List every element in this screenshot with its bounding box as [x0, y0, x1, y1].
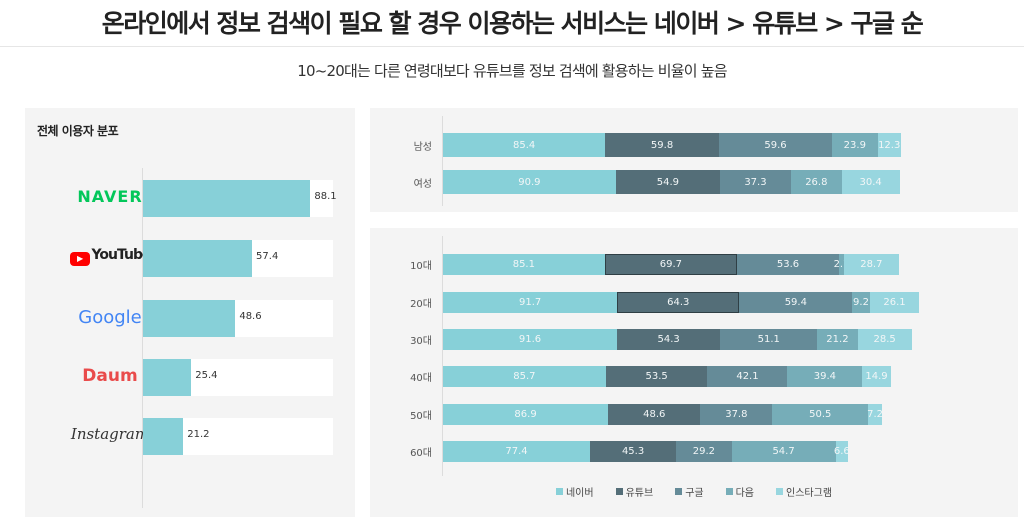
bar-segment-인스타그램: 12.3 [877, 133, 901, 157]
bar-naver [143, 180, 311, 217]
bar-segment-유튜브: 64.3 [617, 291, 740, 313]
legend-item-네이버: 네이버 [555, 484, 594, 499]
overall-panel: 전체 이용자 분포 NAVER 88.1 ▶ YouTube 57.4 Google 48.… [25, 108, 355, 517]
bar-segment-다음: 50.5 [772, 403, 869, 425]
age-panel: 10대 85.1 69.7 53.6 2.7 28.7 20대 91.7 64.3 59.4 9.2… [370, 228, 1018, 517]
bar-segment-인스타그램: 26.1 [869, 291, 920, 313]
legend-swatch [675, 488, 683, 495]
row-label: 50대 [410, 411, 432, 422]
gender-axis [442, 116, 443, 206]
bar-segment-네이버: 91.6 [443, 328, 618, 350]
legend-label: 구글 [685, 488, 704, 499]
value-label: 48.6 [239, 311, 262, 322]
bar-segment-다음: 39.4 [787, 365, 863, 387]
legend-item-유튜브: 유튜브 [615, 484, 654, 499]
legend-label: 인스타그램 [786, 488, 833, 499]
legend-swatch [615, 488, 623, 495]
bar-instagram [143, 418, 184, 455]
legend-item-인스타그램: 인스타그램 [776, 484, 832, 499]
bar-segment-구글: 37.3 [720, 170, 791, 194]
bar-segment-유튜브: 59.8 [605, 133, 719, 157]
bar-segment-네이버: 91.7 [443, 291, 618, 313]
value-label: 88.1 [314, 191, 337, 202]
bar-segment-인스타그램: 28.7 [844, 253, 899, 275]
logo-text: YouTube [91, 247, 152, 263]
bar-segment-다음: 54.7 [731, 440, 836, 462]
bar-youtube [143, 240, 253, 277]
legend-swatch [555, 488, 563, 495]
bar-segment-구글: 37.8 [700, 403, 773, 425]
bar-segment-네이버: 90.9 [443, 170, 616, 194]
overall-chart-title: 전체 이용자 분포 [37, 124, 119, 138]
age-axis [442, 236, 443, 476]
legend-label: 네이버 [565, 488, 594, 499]
legend-swatch [725, 488, 733, 495]
youtube-play-icon: ▶ [69, 252, 90, 266]
bar-google [143, 300, 236, 337]
bar-segment-네이버: 85.1 [443, 253, 605, 275]
bar-segment-구글: 59.6 [718, 133, 833, 157]
bar-segment-유튜브: 48.6 [608, 403, 701, 425]
legend-item-구글: 구글 [675, 484, 704, 499]
title-divider [0, 46, 1024, 47]
bar-segment-유튜브: 45.3 [590, 440, 677, 462]
legend-label: 유튜브 [625, 488, 654, 499]
page-title: 온라인에서 정보 검색이 필요 할 경우 이용하는 서비스는 네이버 > 유튜브… [101, 9, 924, 38]
bar-segment-구글: 29.2 [676, 440, 732, 462]
bar-segment-인스타그램: 6.6 [834, 440, 850, 462]
bar-segment-구글: 42.1 [707, 365, 788, 387]
bar-segment-구글: 59.4 [739, 291, 853, 313]
row-label: 60대 [410, 448, 432, 459]
row-label: 여성 [413, 179, 432, 190]
bar-segment-유튜브: 69.7 [604, 253, 738, 275]
legend-label: 다음 [735, 488, 755, 499]
legend: 네이버 유튜브 구글 다음 인스타그램 [370, 484, 1018, 499]
row-label: 20대 [410, 299, 432, 310]
value-label: 21.2 [187, 429, 210, 440]
bar-segment-유튜브: 54.3 [617, 328, 721, 350]
bar-segment-구글: 51.1 [720, 328, 818, 350]
bar-segment-다음: 26.8 [790, 170, 842, 194]
bar-segment-인스타그램: 30.4 [841, 170, 900, 194]
bar-segment-인스타그램: 28.5 [857, 328, 912, 350]
bar-segment-인스타그램: 14.9 [862, 365, 891, 387]
logo-naver: NAVER [77, 187, 143, 206]
bar-daum [143, 359, 192, 396]
bar-segment-네이버: 85.7 [443, 365, 606, 387]
bar-segment-다음: 9.2 [852, 291, 870, 313]
row-label: 30대 [410, 336, 432, 347]
bar-segment-다음: 23.9 [832, 133, 878, 157]
value-label: 25.4 [195, 370, 218, 381]
bar-segment-네이버: 77.4 [443, 440, 591, 462]
bar-segment-유튜브: 53.5 [605, 365, 708, 387]
bar-segment-다음: 2.7 [834, 253, 849, 275]
bar-segment-구글: 53.6 [737, 253, 839, 275]
row-label: 남성 [413, 142, 432, 153]
row-label: 10대 [410, 261, 432, 272]
logo-google: Google [78, 307, 142, 328]
bar-segment-다음: 21.2 [817, 328, 858, 350]
bar-segment-인스타그램: 7.2 [867, 403, 883, 425]
bar-segment-네이버: 86.9 [443, 403, 609, 425]
bar-segment-네이버: 85.4 [443, 133, 606, 157]
value-label: 57.4 [256, 251, 279, 262]
overall-axis [142, 168, 143, 508]
row-label: 40대 [410, 373, 432, 384]
legend-swatch [776, 488, 784, 495]
logo-youtube: ▶ YouTube [55, 247, 165, 266]
logo-daum: Daum [82, 366, 138, 386]
gender-panel: 남성 85.4 59.8 59.6 23.9 12.3 여성 90.9 54.9 37.3 26.8… [370, 108, 1018, 212]
page-subtitle: 10~20대는 다른 연령대보다 유튜브를 정보 검색에 활용하는 비율이 높음 [297, 62, 727, 80]
legend-item-다음: 다음 [725, 484, 755, 499]
bar-segment-유튜브: 54.9 [615, 170, 720, 194]
logo-instagram: Instagram [70, 425, 150, 443]
